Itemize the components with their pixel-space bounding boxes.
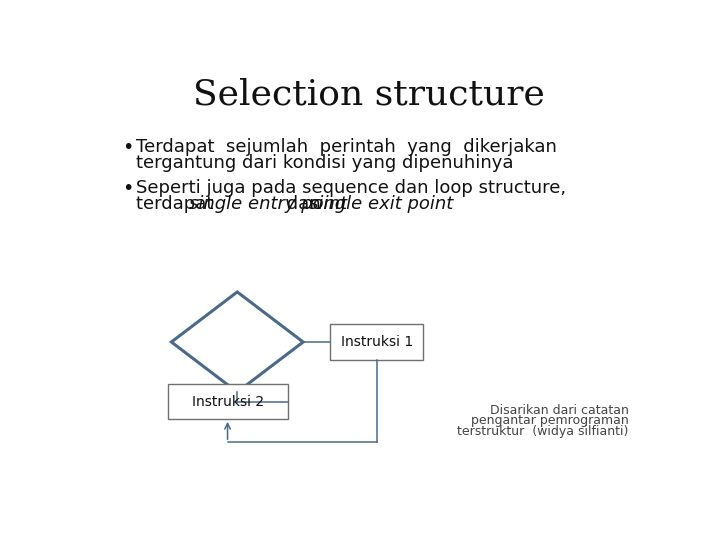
Text: single entry point: single entry point <box>189 195 347 213</box>
Text: single exit point: single exit point <box>309 195 453 213</box>
Text: dan: dan <box>281 195 326 213</box>
Text: •: • <box>122 179 134 198</box>
Text: •: • <box>122 138 134 157</box>
Text: tergantung dari kondisi yang dipenuhinya: tergantung dari kondisi yang dipenuhinya <box>137 154 514 172</box>
Polygon shape <box>171 292 303 392</box>
Text: Seperti juga pada sequence dan loop structure,: Seperti juga pada sequence dan loop stru… <box>137 179 567 197</box>
Text: Selection structure: Selection structure <box>193 77 545 111</box>
Text: Disarikan dari catatan: Disarikan dari catatan <box>490 403 629 416</box>
Text: terstruktur  (widya silfianti): terstruktur (widya silfianti) <box>457 425 629 438</box>
Text: terdapat: terdapat <box>137 195 220 213</box>
Bar <box>168 384 287 419</box>
Text: pengantar pemrograman: pengantar pemrograman <box>471 414 629 427</box>
Text: Terdapat  sejumlah  perintah  yang  dikerjakan: Terdapat sejumlah perintah yang dikerjak… <box>137 138 557 156</box>
Bar <box>330 323 423 360</box>
Text: Instruksi 2: Instruksi 2 <box>192 395 264 409</box>
Text: Instruksi 1: Instruksi 1 <box>341 335 413 349</box>
